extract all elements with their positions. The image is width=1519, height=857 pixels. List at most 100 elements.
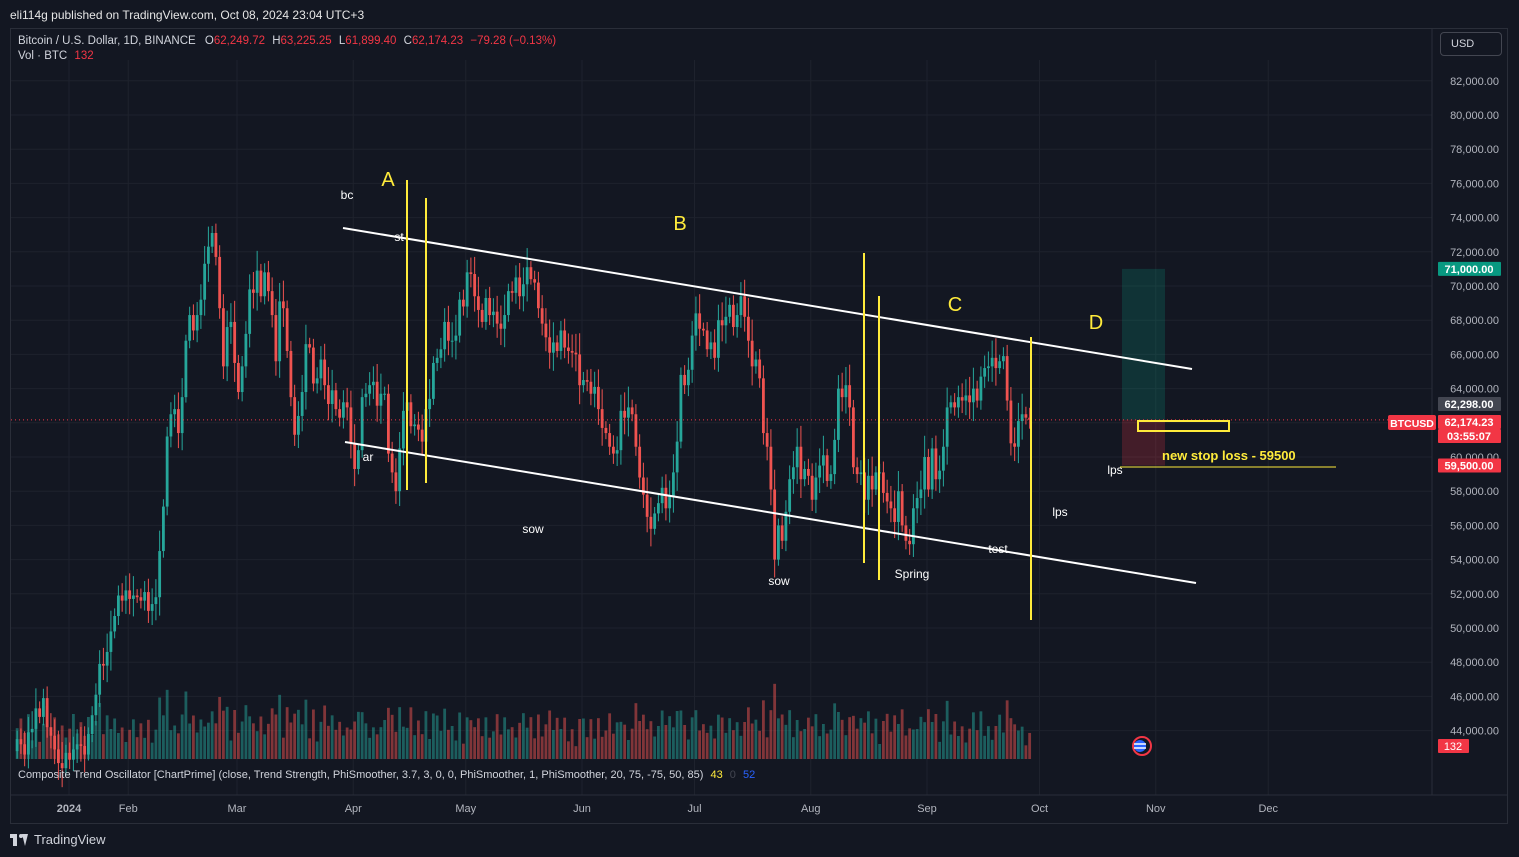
candle-body xyxy=(173,409,177,415)
currency-button[interactable]: USD xyxy=(1440,32,1502,56)
volume-bar xyxy=(105,715,109,759)
wave-label: A xyxy=(381,169,395,191)
oscillator-label[interactable]: Composite Trend Oscillator [ChartPrime] … xyxy=(18,769,704,781)
x-tick-label: Jun xyxy=(573,803,591,815)
volume-bar xyxy=(192,715,195,759)
channel-upper-line[interactable] xyxy=(342,227,1193,370)
volume-bar xyxy=(462,743,465,759)
countdown-label: 03:55:07 xyxy=(1447,431,1491,443)
candle-body xyxy=(503,315,507,329)
candle-body xyxy=(855,467,859,475)
wave-label: D xyxy=(1089,312,1103,334)
open-value: 62,249.72 xyxy=(213,35,265,47)
volume-bar xyxy=(345,727,349,759)
candle-body xyxy=(1005,356,1009,401)
candle-body xyxy=(810,475,814,500)
x-tick-label: 2024 xyxy=(57,803,82,815)
y-tick-label: 70,000.00 xyxy=(1450,281,1499,293)
volume-bar xyxy=(687,739,690,759)
volume-bar xyxy=(923,722,927,759)
volume-bar xyxy=(514,737,518,759)
entry-box[interactable] xyxy=(1137,420,1230,432)
volume-bar xyxy=(570,729,574,759)
volume-bar xyxy=(300,724,304,759)
volume-bar xyxy=(525,727,529,759)
candle-body xyxy=(634,414,638,447)
volume-bar xyxy=(657,726,660,759)
candle-body xyxy=(289,350,293,398)
volume-bar xyxy=(488,737,492,759)
candle-body xyxy=(570,350,574,353)
candle-body xyxy=(263,272,267,297)
candle-body xyxy=(1002,356,1005,362)
candle-body xyxy=(915,498,919,509)
volume-bar xyxy=(132,719,135,759)
volume-bar xyxy=(563,717,567,759)
candle-body xyxy=(563,330,567,348)
y-tick-label: 44,000.00 xyxy=(1450,726,1499,738)
volume-bar xyxy=(308,738,312,759)
candle-body xyxy=(1017,421,1020,447)
volume-bar xyxy=(188,723,192,759)
volume-bar xyxy=(642,714,645,759)
y-tick-label: 80,000.00 xyxy=(1450,110,1499,122)
candle-body xyxy=(807,468,810,476)
volume-bar xyxy=(949,734,953,759)
candle-body xyxy=(308,344,312,348)
take-profit-zone[interactable] xyxy=(1122,268,1165,420)
volume-bar xyxy=(784,724,788,759)
candle-body xyxy=(803,468,807,480)
candle-body xyxy=(784,511,788,541)
x-tick-label: May xyxy=(455,803,476,815)
volume-bar xyxy=(597,718,600,759)
candle-body xyxy=(488,297,492,316)
oscillator-value-3: 52 xyxy=(742,769,756,781)
symbol-title[interactable]: Bitcoin / U.S. Dollar, 1D, BINANCE xyxy=(18,35,196,47)
volume-bar xyxy=(263,734,267,759)
candle-body xyxy=(304,344,308,393)
candle-body xyxy=(458,299,462,336)
candle-body xyxy=(567,347,570,351)
channel-lower-line[interactable] xyxy=(344,441,1197,584)
volume-bar xyxy=(154,729,158,759)
candle-body xyxy=(758,359,762,379)
candle-body xyxy=(537,282,540,309)
volume-bar xyxy=(807,717,810,759)
candle-body xyxy=(623,410,627,418)
candle-body xyxy=(983,368,987,377)
candle-body xyxy=(34,708,38,729)
candle-body xyxy=(679,374,683,442)
volume-bar xyxy=(357,711,360,759)
candle-body xyxy=(559,330,563,351)
target-price-label: 71,000.00 xyxy=(1445,264,1494,276)
candle-body xyxy=(450,340,454,342)
volume-bar xyxy=(833,703,837,759)
volume-bar xyxy=(777,718,780,759)
close-label: C xyxy=(403,35,412,47)
candle-body xyxy=(465,272,469,307)
volume-bar xyxy=(507,729,510,759)
candle-body xyxy=(773,489,777,560)
candle-body xyxy=(612,446,615,454)
candle-body xyxy=(225,327,229,367)
volume-bar xyxy=(975,730,979,759)
volume-bar xyxy=(342,735,345,759)
candle-body xyxy=(120,595,124,601)
candle-body xyxy=(244,333,248,367)
stop-loss-zone[interactable] xyxy=(1122,419,1165,466)
candle-body xyxy=(975,388,979,401)
candle-body xyxy=(627,407,630,418)
event-flag-icon[interactable] xyxy=(1132,736,1152,756)
candle-body xyxy=(334,390,338,410)
candle-body xyxy=(788,479,792,512)
candle-body xyxy=(960,397,964,401)
candle-body xyxy=(870,475,874,490)
volume-bar xyxy=(679,710,683,759)
volume-bar xyxy=(278,694,282,759)
wave-label: B xyxy=(673,213,686,235)
volume-bar xyxy=(248,716,252,759)
publish-info: eli114g published on TradingView.com, Oc… xyxy=(10,8,365,22)
volume-bar xyxy=(612,733,615,759)
candle-body xyxy=(165,436,169,507)
